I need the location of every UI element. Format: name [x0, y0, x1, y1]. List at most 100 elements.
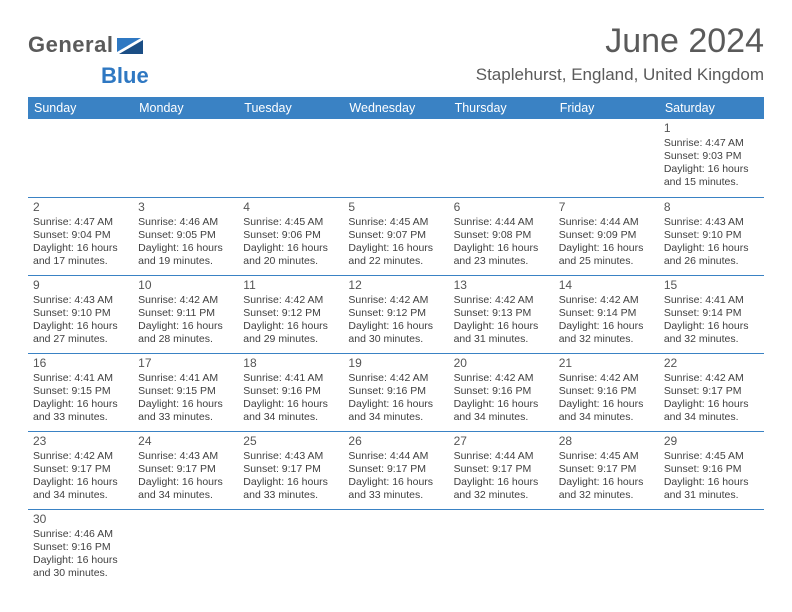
date-number: 17 [138, 356, 233, 371]
flag-icon [117, 36, 143, 54]
calendar-body: 1Sunrise: 4:47 AMSunset: 9:03 PMDaylight… [28, 119, 764, 587]
day-details: Sunrise: 4:42 AMSunset: 9:14 PMDaylight:… [559, 294, 654, 347]
day-header: Monday [133, 97, 238, 119]
calendar-week-row: 30Sunrise: 4:46 AMSunset: 9:16 PMDayligh… [28, 509, 764, 587]
day-header-row: Sunday Monday Tuesday Wednesday Thursday… [28, 97, 764, 119]
calendar-day-cell: 11Sunrise: 4:42 AMSunset: 9:12 PMDayligh… [238, 275, 343, 353]
calendar-day-cell: 15Sunrise: 4:41 AMSunset: 9:14 PMDayligh… [659, 275, 764, 353]
date-number: 19 [348, 356, 443, 371]
day-details: Sunrise: 4:45 AMSunset: 9:17 PMDaylight:… [559, 450, 654, 503]
day-details: Sunrise: 4:47 AMSunset: 9:03 PMDaylight:… [664, 137, 759, 190]
day-details: Sunrise: 4:42 AMSunset: 9:12 PMDaylight:… [348, 294, 443, 347]
date-number: 20 [454, 356, 549, 371]
title-block: June 2024 Staplehurst, England, United K… [476, 22, 764, 85]
calendar-empty-cell [133, 119, 238, 197]
calendar-day-cell: 19Sunrise: 4:42 AMSunset: 9:16 PMDayligh… [343, 353, 448, 431]
date-number: 21 [559, 356, 654, 371]
calendar-day-cell: 6Sunrise: 4:44 AMSunset: 9:08 PMDaylight… [449, 197, 554, 275]
day-details: Sunrise: 4:46 AMSunset: 9:05 PMDaylight:… [138, 216, 233, 269]
day-details: Sunrise: 4:42 AMSunset: 9:17 PMDaylight:… [33, 450, 128, 503]
calendar-day-cell: 27Sunrise: 4:44 AMSunset: 9:17 PMDayligh… [449, 431, 554, 509]
calendar-day-cell: 13Sunrise: 4:42 AMSunset: 9:13 PMDayligh… [449, 275, 554, 353]
calendar-empty-cell [449, 119, 554, 197]
day-details: Sunrise: 4:42 AMSunset: 9:13 PMDaylight:… [454, 294, 549, 347]
date-number: 27 [454, 434, 549, 449]
date-number: 26 [348, 434, 443, 449]
date-number: 29 [664, 434, 759, 449]
calendar-day-cell: 18Sunrise: 4:41 AMSunset: 9:16 PMDayligh… [238, 353, 343, 431]
day-details: Sunrise: 4:42 AMSunset: 9:12 PMDaylight:… [243, 294, 338, 347]
day-details: Sunrise: 4:44 AMSunset: 9:09 PMDaylight:… [559, 216, 654, 269]
calendar-day-cell: 25Sunrise: 4:43 AMSunset: 9:17 PMDayligh… [238, 431, 343, 509]
date-number: 13 [454, 278, 549, 293]
calendar-empty-cell [449, 509, 554, 587]
date-number: 28 [559, 434, 654, 449]
calendar-day-cell: 7Sunrise: 4:44 AMSunset: 9:09 PMDaylight… [554, 197, 659, 275]
calendar-day-cell: 4Sunrise: 4:45 AMSunset: 9:06 PMDaylight… [238, 197, 343, 275]
day-details: Sunrise: 4:45 AMSunset: 9:07 PMDaylight:… [348, 216, 443, 269]
calendar-empty-cell [238, 509, 343, 587]
month-title: June 2024 [476, 22, 764, 61]
logo: General [28, 22, 145, 58]
calendar-day-cell: 2Sunrise: 4:47 AMSunset: 9:04 PMDaylight… [28, 197, 133, 275]
date-number: 2 [33, 200, 128, 215]
date-number: 5 [348, 200, 443, 215]
calendar-week-row: 9Sunrise: 4:43 AMSunset: 9:10 PMDaylight… [28, 275, 764, 353]
calendar-day-cell: 5Sunrise: 4:45 AMSunset: 9:07 PMDaylight… [343, 197, 448, 275]
calendar-day-cell: 10Sunrise: 4:42 AMSunset: 9:11 PMDayligh… [133, 275, 238, 353]
day-details: Sunrise: 4:45 AMSunset: 9:06 PMDaylight:… [243, 216, 338, 269]
day-details: Sunrise: 4:42 AMSunset: 9:17 PMDaylight:… [664, 372, 759, 425]
calendar-day-cell: 20Sunrise: 4:42 AMSunset: 9:16 PMDayligh… [449, 353, 554, 431]
date-number: 22 [664, 356, 759, 371]
date-number: 18 [243, 356, 338, 371]
logo-text-general: General [28, 32, 113, 58]
calendar-week-row: 1Sunrise: 4:47 AMSunset: 9:03 PMDaylight… [28, 119, 764, 197]
date-number: 3 [138, 200, 233, 215]
date-number: 7 [559, 200, 654, 215]
day-details: Sunrise: 4:41 AMSunset: 9:15 PMDaylight:… [33, 372, 128, 425]
day-details: Sunrise: 4:41 AMSunset: 9:14 PMDaylight:… [664, 294, 759, 347]
day-details: Sunrise: 4:41 AMSunset: 9:15 PMDaylight:… [138, 372, 233, 425]
date-number: 30 [33, 512, 128, 527]
date-number: 23 [33, 434, 128, 449]
date-number: 25 [243, 434, 338, 449]
calendar-day-cell: 3Sunrise: 4:46 AMSunset: 9:05 PMDaylight… [133, 197, 238, 275]
day-details: Sunrise: 4:44 AMSunset: 9:17 PMDaylight:… [348, 450, 443, 503]
day-header: Thursday [449, 97, 554, 119]
calendar-empty-cell [554, 119, 659, 197]
calendar-day-cell: 29Sunrise: 4:45 AMSunset: 9:16 PMDayligh… [659, 431, 764, 509]
calendar-day-cell: 8Sunrise: 4:43 AMSunset: 9:10 PMDaylight… [659, 197, 764, 275]
calendar-week-row: 23Sunrise: 4:42 AMSunset: 9:17 PMDayligh… [28, 431, 764, 509]
day-details: Sunrise: 4:42 AMSunset: 9:16 PMDaylight:… [454, 372, 549, 425]
logo-text-blue: Blue [101, 63, 149, 89]
calendar-day-cell: 21Sunrise: 4:42 AMSunset: 9:16 PMDayligh… [554, 353, 659, 431]
day-details: Sunrise: 4:44 AMSunset: 9:08 PMDaylight:… [454, 216, 549, 269]
day-details: Sunrise: 4:42 AMSunset: 9:16 PMDaylight:… [348, 372, 443, 425]
calendar-day-cell: 1Sunrise: 4:47 AMSunset: 9:03 PMDaylight… [659, 119, 764, 197]
day-details: Sunrise: 4:42 AMSunset: 9:16 PMDaylight:… [559, 372, 654, 425]
calendar-empty-cell [28, 119, 133, 197]
day-header: Saturday [659, 97, 764, 119]
date-number: 4 [243, 200, 338, 215]
day-details: Sunrise: 4:47 AMSunset: 9:04 PMDaylight:… [33, 216, 128, 269]
day-details: Sunrise: 4:44 AMSunset: 9:17 PMDaylight:… [454, 450, 549, 503]
calendar-empty-cell [343, 509, 448, 587]
day-header: Sunday [28, 97, 133, 119]
calendar-empty-cell [554, 509, 659, 587]
calendar-empty-cell [659, 509, 764, 587]
day-details: Sunrise: 4:41 AMSunset: 9:16 PMDaylight:… [243, 372, 338, 425]
day-details: Sunrise: 4:45 AMSunset: 9:16 PMDaylight:… [664, 450, 759, 503]
calendar-week-row: 16Sunrise: 4:41 AMSunset: 9:15 PMDayligh… [28, 353, 764, 431]
date-number: 6 [454, 200, 549, 215]
day-details: Sunrise: 4:43 AMSunset: 9:17 PMDaylight:… [138, 450, 233, 503]
calendar-day-cell: 9Sunrise: 4:43 AMSunset: 9:10 PMDaylight… [28, 275, 133, 353]
date-number: 10 [138, 278, 233, 293]
day-details: Sunrise: 4:42 AMSunset: 9:11 PMDaylight:… [138, 294, 233, 347]
date-number: 12 [348, 278, 443, 293]
calendar-table: Sunday Monday Tuesday Wednesday Thursday… [28, 97, 764, 587]
date-number: 14 [559, 278, 654, 293]
calendar-day-cell: 26Sunrise: 4:44 AMSunset: 9:17 PMDayligh… [343, 431, 448, 509]
date-number: 11 [243, 278, 338, 293]
calendar-empty-cell [133, 509, 238, 587]
date-number: 24 [138, 434, 233, 449]
